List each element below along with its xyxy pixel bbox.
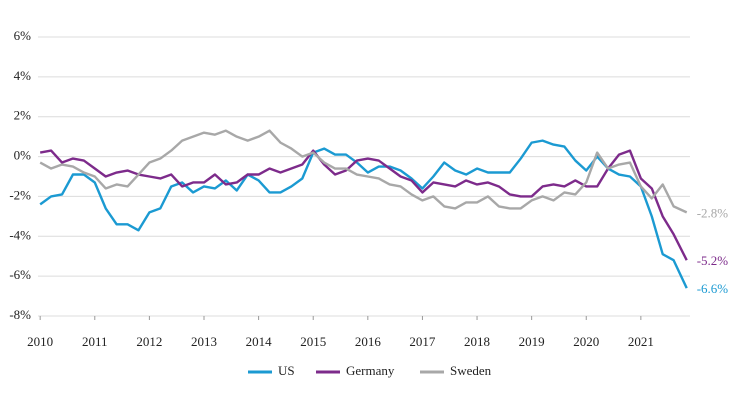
x-tick-label: 2019 bbox=[519, 334, 545, 349]
y-tick-label: 4% bbox=[14, 68, 32, 83]
legend-label: Germany bbox=[346, 363, 395, 378]
x-tick-label: 2010 bbox=[27, 334, 53, 349]
y-tick-label: -8% bbox=[9, 307, 31, 322]
legend-label: US bbox=[278, 363, 295, 378]
end-label: -2.8% bbox=[697, 205, 729, 220]
y-tick-label: -2% bbox=[9, 187, 31, 202]
y-tick-label: -4% bbox=[9, 227, 31, 242]
series-line bbox=[39, 139, 688, 289]
end-label: -6.6% bbox=[697, 281, 729, 296]
x-tick-label: 2012 bbox=[136, 334, 162, 349]
y-tick-label: 6% bbox=[14, 28, 32, 43]
x-tick-label: 2011 bbox=[82, 334, 108, 349]
x-tick-label: 2016 bbox=[355, 334, 382, 349]
x-tick-label: 2021 bbox=[628, 334, 654, 349]
x-tick-label: 2013 bbox=[191, 334, 217, 349]
series-line bbox=[39, 129, 688, 214]
y-tick-label: -6% bbox=[9, 267, 31, 282]
legend-label: Sweden bbox=[450, 363, 492, 378]
series-line bbox=[39, 149, 688, 261]
x-tick-label: 2015 bbox=[300, 334, 326, 349]
y-tick-label: 0% bbox=[14, 148, 32, 163]
x-tick-label: 2017 bbox=[409, 334, 436, 349]
x-tick-label: 2020 bbox=[573, 334, 599, 349]
x-tick-label: 2014 bbox=[246, 334, 273, 349]
y-tick-label: 2% bbox=[14, 108, 32, 123]
end-label: -5.2% bbox=[697, 253, 729, 268]
x-tick-label: 2018 bbox=[464, 334, 490, 349]
